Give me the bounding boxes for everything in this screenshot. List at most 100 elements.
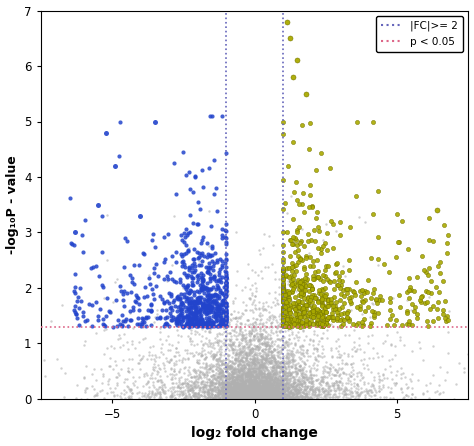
Point: [353, 390, 360, 397]
Point: [237, 386, 244, 393]
Point: [251, 346, 259, 353]
Point: [307, 377, 314, 384]
Point: [222, 316, 229, 323]
Point: [282, 380, 290, 387]
Point: [346, 391, 354, 398]
Point: [259, 388, 267, 395]
Point: [246, 389, 254, 396]
Point: [204, 302, 211, 310]
Point: [212, 310, 219, 317]
Point: [75, 304, 83, 311]
Point: [257, 367, 264, 374]
Point: [285, 335, 293, 343]
Point: [229, 386, 237, 393]
Point: [157, 379, 165, 386]
Point: [249, 368, 257, 375]
Point: [281, 301, 289, 308]
Point: [271, 371, 279, 378]
Point: [334, 381, 342, 388]
Point: [186, 386, 193, 393]
Point: [252, 268, 259, 276]
Point: [248, 387, 256, 394]
Point: [255, 336, 262, 343]
Point: [279, 392, 286, 399]
Point: [293, 393, 301, 401]
Point: [246, 385, 254, 392]
Point: [210, 382, 218, 389]
Point: [306, 315, 313, 322]
Point: [283, 395, 291, 402]
Point: [234, 379, 242, 386]
Point: [255, 363, 263, 371]
Point: [219, 372, 226, 380]
Point: [285, 352, 293, 359]
Point: [167, 291, 174, 298]
Point: [288, 325, 295, 332]
Point: [276, 389, 283, 396]
Point: [287, 237, 295, 244]
Point: [256, 368, 264, 375]
Point: [216, 306, 223, 313]
Point: [336, 364, 343, 372]
Point: [263, 334, 270, 341]
Point: [208, 377, 215, 384]
Point: [238, 374, 246, 381]
Point: [172, 360, 180, 368]
Point: [272, 392, 280, 399]
Point: [219, 356, 227, 363]
Point: [208, 390, 216, 397]
Point: [258, 369, 266, 376]
Point: [267, 322, 275, 330]
Point: [218, 387, 226, 394]
Point: [201, 297, 209, 305]
Point: [221, 383, 229, 390]
Point: [214, 357, 221, 364]
Point: [322, 388, 329, 395]
Point: [313, 256, 321, 264]
Point: [248, 385, 255, 392]
Point: [238, 354, 246, 361]
Point: [257, 373, 265, 380]
Point: [238, 387, 246, 394]
Point: [239, 334, 247, 341]
Point: [262, 329, 270, 336]
Point: [180, 388, 187, 396]
Point: [246, 388, 254, 396]
Point: [365, 354, 373, 361]
Point: [278, 383, 286, 390]
Point: [192, 392, 200, 399]
Point: [219, 380, 227, 387]
Point: [365, 390, 372, 397]
Point: [210, 380, 218, 387]
Point: [280, 393, 288, 400]
Point: [247, 331, 255, 338]
Point: [295, 284, 303, 291]
Point: [264, 370, 271, 377]
Point: [186, 264, 193, 271]
Point: [250, 297, 257, 304]
Point: [296, 283, 304, 290]
Point: [224, 390, 231, 397]
Point: [264, 390, 272, 397]
Point: [258, 360, 266, 367]
Point: [258, 355, 266, 363]
Point: [300, 352, 307, 359]
Point: [280, 285, 287, 293]
Point: [277, 364, 285, 371]
Point: [288, 384, 295, 391]
Point: [267, 313, 274, 320]
Point: [294, 349, 302, 356]
Point: [196, 281, 204, 288]
Point: [262, 341, 270, 348]
Point: [203, 323, 211, 330]
Point: [277, 384, 285, 391]
Point: [109, 298, 117, 306]
Point: [145, 390, 152, 397]
Point: [243, 383, 250, 390]
Point: [231, 388, 238, 396]
Point: [368, 331, 376, 338]
Point: [190, 342, 198, 349]
Point: [223, 379, 231, 386]
Point: [243, 395, 250, 402]
Point: [421, 299, 428, 306]
